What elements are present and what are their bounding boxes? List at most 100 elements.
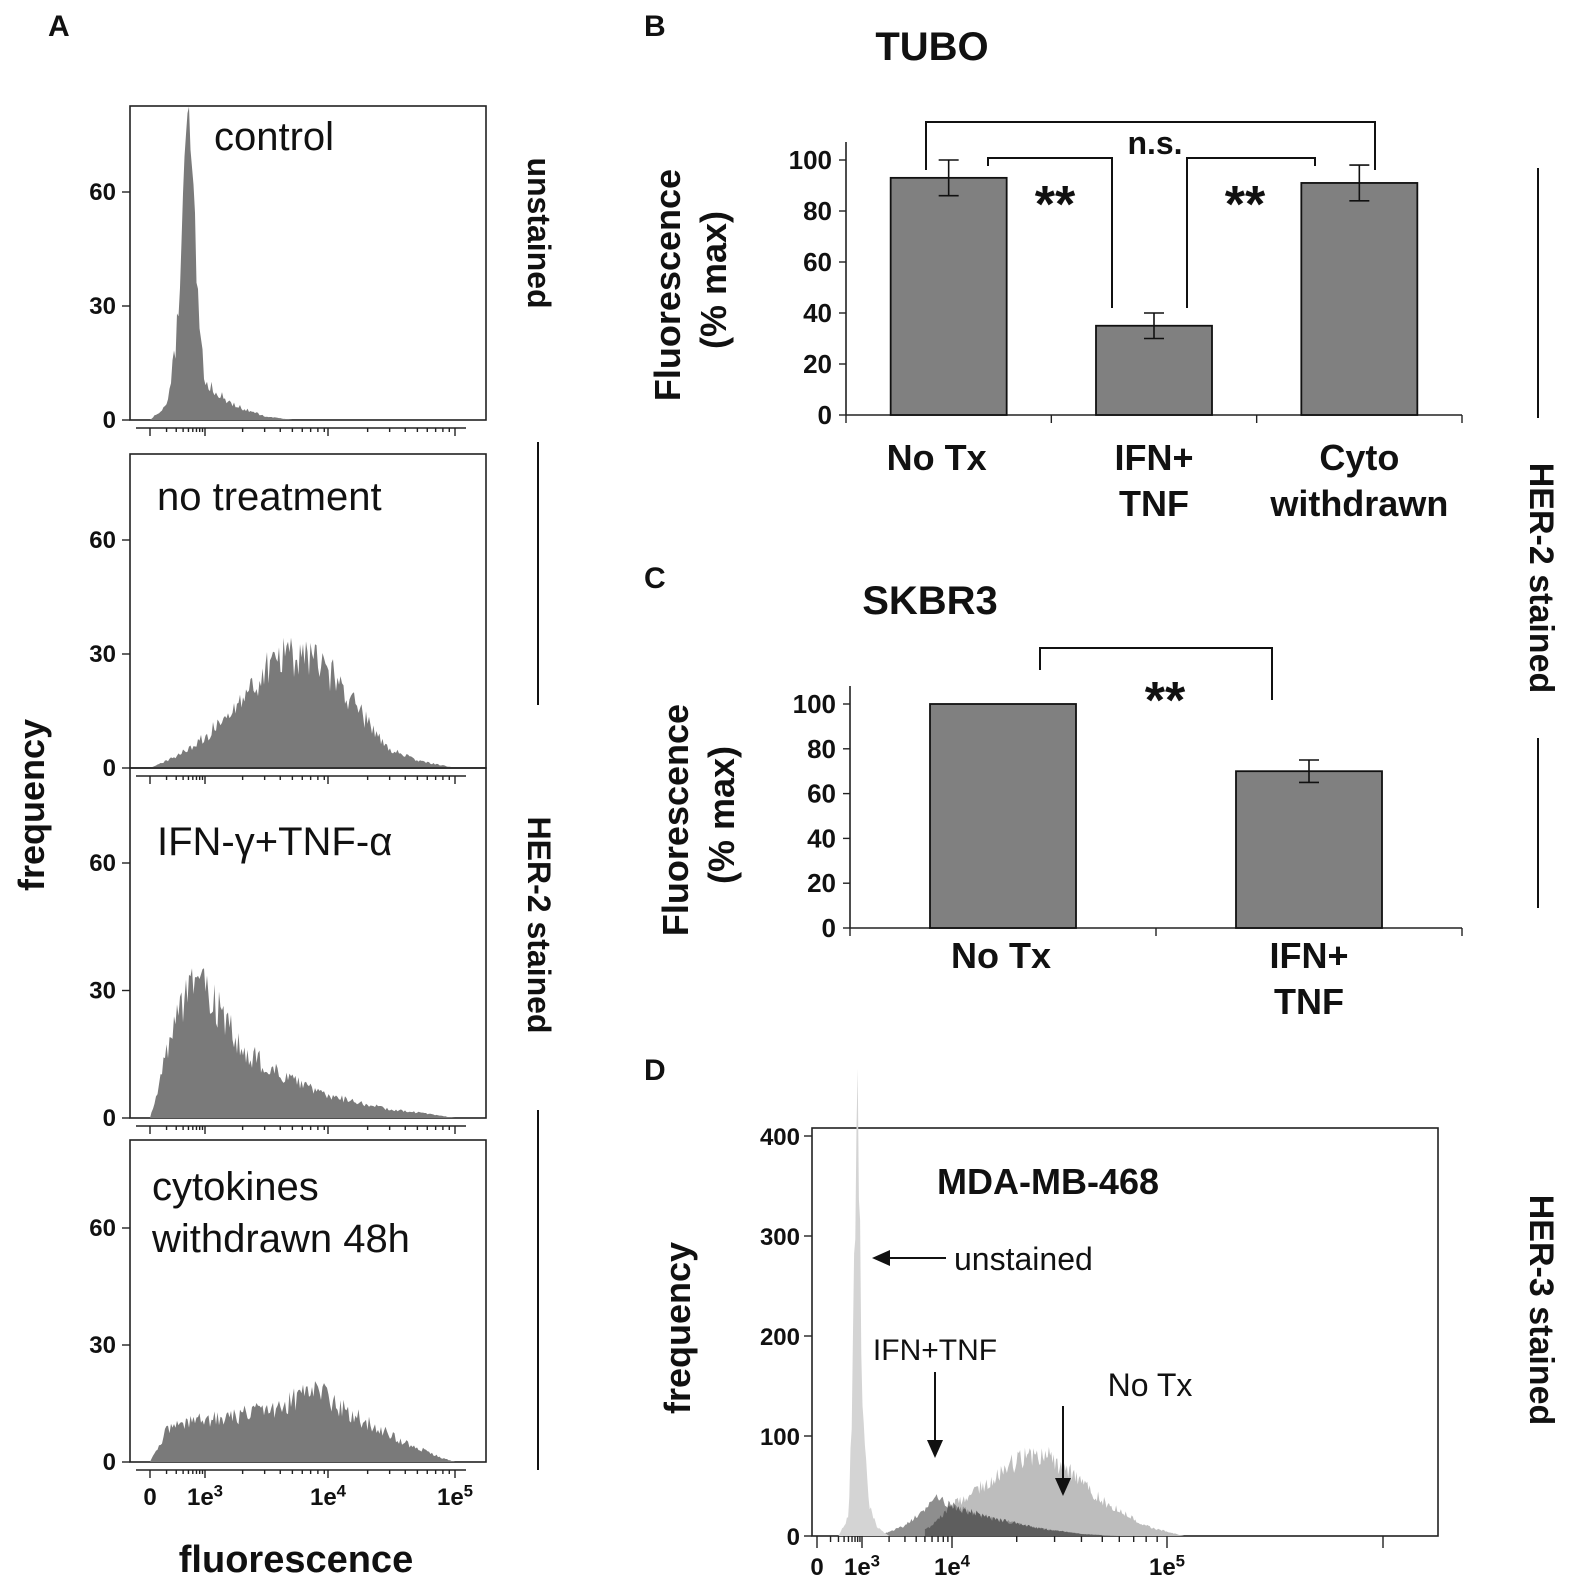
bracket-ifn-cyto (1186, 157, 1316, 308)
panel-a-y-label: frequency (11, 719, 52, 891)
y-tick-label: 20 (803, 349, 832, 379)
y-tick-label: 30 (89, 641, 116, 668)
panel-b-plot: 0 20 40 60 80 100 No Tx IFN+ TNF Cyto withdrawn (789, 142, 1463, 524)
chart-title-mda: MDA-MB-468 (937, 1161, 1159, 1202)
x-tick-label: 0 (810, 1554, 823, 1580)
x-tick-label: 1e3 (187, 1482, 223, 1511)
plot-frame (129, 105, 487, 421)
panel-c-bar-chart: SKBR3 Fluorescence (% max) 0 20 40 60 80 100 N… (655, 579, 1463, 1022)
panel-b-brackets: n.s. ** ** (925, 121, 1376, 308)
category-label: withdrawn (1269, 483, 1448, 524)
bracket-ifn-cyto-label: ** (1225, 176, 1266, 234)
chart-title-tubo: TUBO (875, 25, 988, 69)
x-tick-label: 1e5 (1149, 1552, 1185, 1580)
panel-label-a: A (48, 10, 70, 43)
y-tick-label: 20 (807, 868, 836, 898)
y-tick-label: 30 (89, 978, 116, 1005)
histogram-area (150, 106, 293, 420)
histogram-title-line2: withdrawn 48h (151, 1217, 410, 1261)
panel-b-bar-chart: TUBO Fluorescence (% max) 0 20 40 60 80 100 No… (647, 25, 1463, 524)
chart-title-skbr3: SKBR3 (862, 579, 998, 623)
y-tick-label: 0 (103, 407, 116, 434)
bracket-notx-ifn (987, 157, 1113, 308)
panel-b-y-label-line2: (% max) (693, 211, 734, 349)
annotation-ifn-tnf: IFN+TNF (873, 1334, 997, 1367)
y-tick-label: 100 (793, 689, 836, 719)
y-tick-label: 0 (103, 1449, 116, 1476)
bracket-ns-label: n.s. (1127, 125, 1182, 161)
panel-b-y-label: Fluorescence (% max) (647, 159, 734, 401)
y-tick-label: 300 (760, 1224, 800, 1251)
histogram-area (150, 637, 455, 768)
y-tick-label: 200 (760, 1324, 800, 1351)
panel-a: 0 30 60 control 0 30 60 no treatment 0 30 60 IFN-… (11, 105, 557, 1580)
category-label: TNF (1119, 483, 1189, 524)
x-tick-label: 1e4 (310, 1482, 347, 1511)
y-tick-label: 80 (803, 196, 832, 226)
y-tick-label: 60 (89, 1215, 116, 1242)
histogram-area (150, 968, 455, 1118)
y-tick-label: 0 (103, 755, 116, 782)
arrow-ifn-tnf-head (927, 1440, 943, 1458)
histogram-area (150, 1381, 455, 1462)
panel-b-y-label-line1: Fluorescence (647, 169, 688, 401)
panel-bc-her2-label: HER-2 stained (1522, 463, 1560, 694)
bracket-ns (925, 121, 1376, 170)
panel-a-x-label: fluorescence (179, 1539, 413, 1580)
arrow-no-tx-head (1055, 1478, 1071, 1496)
x-tick-label: 1e3 (844, 1552, 880, 1580)
category-label: Cyto (1319, 437, 1399, 478)
histogram-title: control (214, 115, 334, 159)
y-tick-label: 30 (89, 1332, 116, 1359)
panel-d-y-label: frequency (657, 1242, 698, 1414)
bracket-notx-ifn-label: ** (1035, 176, 1076, 234)
histogram-no-treatment: 0 30 60 no treatment (89, 453, 487, 784)
y-tick-label: 0 (787, 1524, 800, 1551)
y-tick-label: 40 (807, 823, 836, 853)
y-tick-label: 30 (89, 293, 116, 320)
panel-label-b: B (644, 10, 666, 43)
histogram-cytokines-withdrawn: 0 30 60 0 1e3 1e4 1e5 cytokines withdrawn 48h (89, 1139, 487, 1511)
y-tick-label: 60 (89, 527, 116, 554)
y-tick-label: 100 (789, 145, 832, 175)
panel-bc-side-label: HER-2 stained (1522, 168, 1560, 908)
panel-label-d: D (644, 1054, 666, 1087)
panel-c-y-label: Fluorescence (% max) (655, 694, 742, 936)
category-label: No Tx (887, 437, 987, 478)
y-tick-label: 80 (807, 734, 836, 764)
series-no-tx (904, 1446, 1185, 1536)
bar (929, 703, 1077, 929)
y-tick-label: 400 (760, 1124, 800, 1151)
y-tick-label: 100 (760, 1424, 800, 1451)
bracket-skbr3 (1039, 647, 1273, 700)
series-overlap (924, 1504, 1103, 1536)
annotation-unstained: unstained (954, 1241, 1093, 1277)
panel-c-y-label-line2: (% max) (701, 746, 742, 884)
category-label: IFN+ (1114, 437, 1193, 478)
histogram-control: 0 30 60 control (89, 105, 487, 436)
panel-c-plot: 0 20 40 60 80 100 No Tx IFN+ TNF (793, 686, 1463, 1022)
annotation-no-tx: No Tx (1108, 1367, 1193, 1403)
y-tick-label: 0 (818, 400, 832, 430)
x-tick-label: 0 (143, 1484, 156, 1511)
y-tick-label: 60 (803, 247, 832, 277)
histogram-title: no treatment (157, 475, 382, 519)
panel-d-plot: 0 100 200 300 400 0 1e3 1e4 1e5 (760, 1068, 1439, 1580)
bar (1095, 324, 1213, 416)
bar (1235, 770, 1383, 929)
bracket-skbr3-label: ** (1145, 672, 1186, 730)
panel-label-c: C (644, 562, 666, 595)
series-unstained (838, 1068, 890, 1536)
x-tick-label: 1e4 (934, 1552, 971, 1580)
category-label: IFN+ (1269, 935, 1348, 976)
y-tick-label: 60 (89, 850, 116, 877)
panel-d-her3-label: HER-3 stained (1522, 1195, 1560, 1426)
panel-c-y-label-line1: Fluorescence (655, 704, 696, 936)
y-tick-label: 60 (807, 779, 836, 809)
arrow-unstained-head (872, 1250, 890, 1266)
category-label: TNF (1274, 981, 1344, 1022)
histogram-title: IFN-γ+TNF-α (157, 820, 392, 864)
y-tick-label: 0 (822, 913, 836, 943)
bar (1300, 182, 1419, 416)
panel-d-histogram: 0 100 200 300 400 0 1e3 1e4 1e5 frequency MDA-MB… (657, 1068, 1560, 1580)
